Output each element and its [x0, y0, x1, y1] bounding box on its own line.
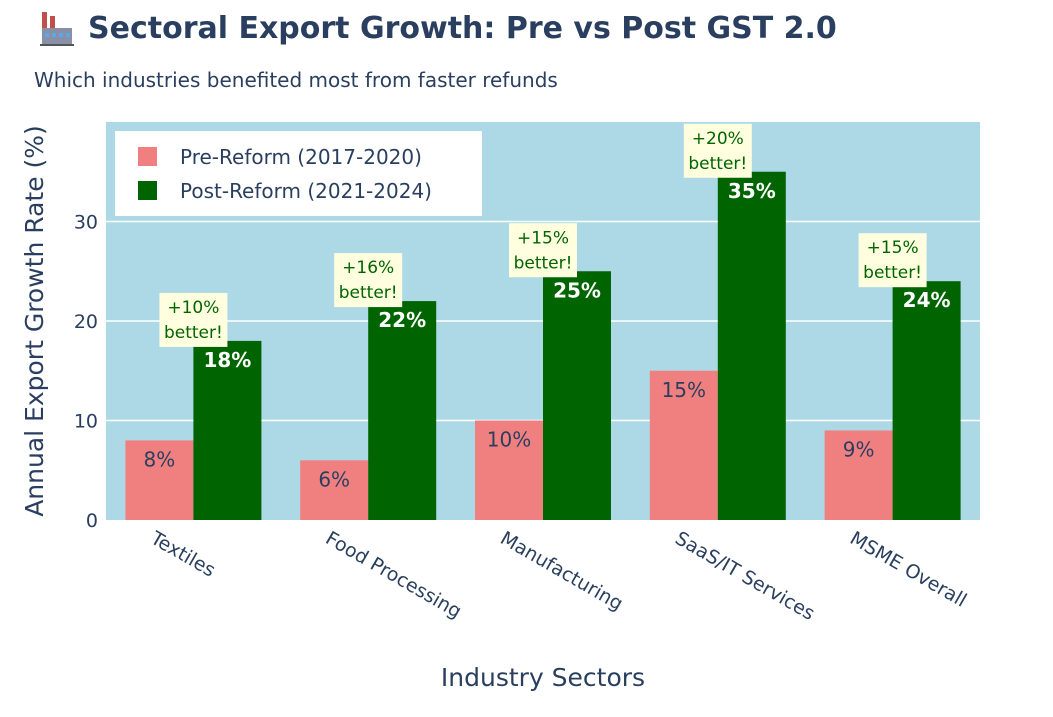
- bar-labels: 8% 18% 6% 22% 10% 25% 15% 35% 9% 24%: [144, 179, 951, 492]
- y-tick-label: 10: [74, 411, 98, 433]
- legend-swatch-post: [138, 181, 157, 200]
- annotation-box: [858, 233, 927, 288]
- bar-post: [543, 271, 611, 520]
- annotations: +10% better! +16% better! +15% better! +20% bet…: [159, 123, 927, 347]
- annotation-box: [159, 292, 228, 347]
- bar-label-pre: 10%: [487, 428, 531, 452]
- legend-box: [115, 131, 482, 216]
- bar-label-pre: 8%: [144, 447, 176, 471]
- annotation-line1: +15%: [867, 238, 919, 258]
- annotation-line2: better!: [863, 263, 922, 283]
- bar-label-pre: 9%: [843, 437, 875, 461]
- bar-post: [717, 171, 786, 520]
- annotation-line1: +16%: [342, 258, 394, 278]
- x-tick-label: MSME Overall: [846, 527, 970, 611]
- x-tick-label: SaaS/IT Services: [671, 527, 818, 625]
- x-tick-label: Textiles: [146, 527, 219, 582]
- annotation-box: [509, 223, 577, 278]
- bar-pre: [824, 430, 893, 520]
- bar-post: [368, 301, 437, 520]
- bar-pre: [300, 460, 369, 520]
- annotation-line1: +10%: [167, 298, 219, 318]
- x-axis-ticks: Textiles Food Processing Manufacturing SaaS…: [146, 527, 970, 625]
- bars: [125, 171, 961, 520]
- legend: Pre-Reform (2017-2020) Post-Reform (2021…: [115, 131, 482, 216]
- y-tick-label: 20: [74, 311, 98, 333]
- bar-post: [892, 281, 961, 520]
- bar-label-post: 24%: [903, 288, 951, 312]
- y-axis-ticks: 0 10 20 30: [74, 212, 98, 533]
- factory-icon: [40, 12, 74, 46]
- bar-label-pre: 6%: [318, 467, 350, 491]
- bar-label-post: 22%: [378, 308, 426, 332]
- annotation-line1: +20%: [692, 129, 744, 149]
- annotation-box: [334, 253, 403, 308]
- bar-label-post: 35%: [728, 179, 776, 203]
- y-tick-label: 0: [86, 510, 98, 532]
- bar-label-pre: 15%: [662, 378, 706, 402]
- annotation-line2: better!: [688, 154, 747, 174]
- annotation-line2: better!: [514, 253, 573, 273]
- bar-label-post: 25%: [553, 278, 601, 302]
- annotation-box: [683, 123, 752, 178]
- x-axis-title: Industry Sectors: [441, 663, 645, 692]
- x-tick-label: Manufacturing: [497, 527, 627, 615]
- y-axis-title: Annual Export Growth Rate (%): [20, 125, 49, 517]
- annotation-line2: better!: [164, 323, 223, 343]
- x-tick-label: Food Processing: [322, 527, 466, 623]
- legend-swatch-pre: [138, 147, 157, 166]
- chart-title: Sectoral Export Growth: Pre vs Post GST …: [88, 10, 837, 46]
- bar-post: [193, 340, 262, 520]
- bar-pre: [475, 420, 543, 520]
- y-tick-label: 30: [74, 212, 98, 234]
- legend-label-pre: Pre-Reform (2017-2020): [180, 145, 422, 169]
- annotation-line1: +15%: [517, 228, 569, 248]
- bar-label-post: 18%: [203, 348, 251, 372]
- bar-pre: [649, 370, 718, 520]
- chart-subtitle: Which industries benefited most from fas…: [34, 68, 558, 92]
- title-row: Sectoral Export Growth: Pre vs Post GST …: [36, 8, 837, 48]
- bar-pre: [125, 440, 194, 520]
- legend-label-post: Post-Reform (2021-2024): [180, 179, 432, 203]
- annotation-line2: better!: [339, 283, 398, 303]
